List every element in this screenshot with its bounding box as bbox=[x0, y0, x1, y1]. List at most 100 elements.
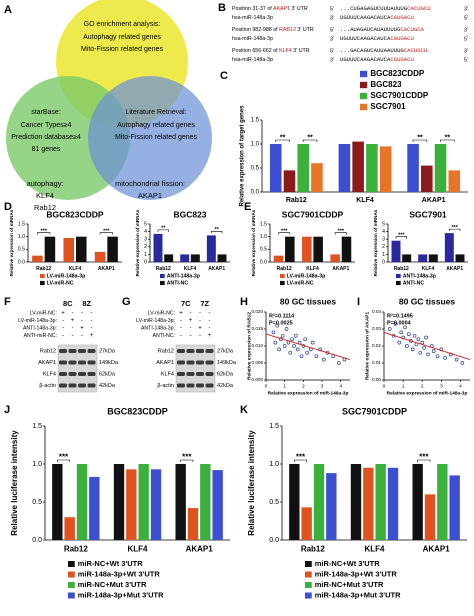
treatment-sign: - bbox=[62, 318, 64, 324]
band bbox=[196, 360, 204, 365]
panel-label: G bbox=[122, 296, 131, 308]
legend-label: ANTI-NC bbox=[167, 280, 189, 286]
legend-label: SGC7901CDDP bbox=[370, 91, 428, 100]
legend-swatch bbox=[68, 561, 75, 567]
treatment-sign: - bbox=[190, 311, 192, 317]
significance: *** bbox=[451, 225, 458, 231]
treatment-sign: - bbox=[81, 311, 83, 317]
set-item: Mito-Fission related genes bbox=[81, 46, 164, 53]
significance: *** bbox=[281, 228, 288, 234]
band-label: β-actin bbox=[39, 383, 56, 389]
y-tick-label: 1 bbox=[382, 252, 385, 258]
y-tick-label: 5 bbox=[144, 221, 147, 227]
bar bbox=[289, 464, 300, 540]
legend-label: ANTI-NC bbox=[403, 280, 425, 286]
x-tick-label: KLF4 bbox=[306, 266, 319, 272]
point bbox=[305, 350, 309, 355]
row-label: hsa-miR-148a-3p bbox=[232, 15, 273, 21]
point bbox=[295, 347, 300, 352]
set-item: 81 genes bbox=[32, 146, 61, 153]
band bbox=[177, 383, 185, 388]
point bbox=[314, 354, 319, 359]
x-tick-label: Rab12 bbox=[156, 266, 171, 272]
treatment-sign: + bbox=[80, 326, 84, 332]
legend-label: LV-miR-148a-3p bbox=[287, 273, 326, 279]
set-item: Prediction database≥4 bbox=[11, 134, 81, 141]
x-tick-label: 4 bbox=[459, 383, 462, 389]
bar bbox=[44, 236, 56, 262]
treatment-label: ANTI-148a-3p: bbox=[141, 325, 175, 331]
bar bbox=[437, 464, 448, 540]
bar bbox=[434, 144, 447, 192]
y-tick-label: 3 bbox=[144, 237, 147, 243]
bar bbox=[428, 254, 438, 262]
y-axis-label: Relative luciferase intensity bbox=[10, 430, 19, 536]
gene-name: KLF4 bbox=[279, 48, 292, 54]
group-label: 7Z bbox=[200, 299, 209, 308]
chart-title: BGC823CDDP bbox=[107, 406, 168, 416]
y-tick-label: 1.0 bbox=[251, 142, 260, 148]
y-tick-label: 0.04 bbox=[372, 309, 381, 314]
band-size: 149kDa bbox=[99, 360, 119, 366]
label-prefix: hsa-miR-148a-3p bbox=[232, 57, 273, 63]
treatment-label: ANTI-miR-NC: bbox=[24, 333, 57, 339]
treatment-sign: + bbox=[71, 318, 75, 324]
bar bbox=[391, 240, 401, 262]
result-title: autophagy: bbox=[26, 179, 63, 188]
label-suffix: 3' UTR bbox=[292, 48, 310, 54]
legend-swatch bbox=[305, 571, 312, 578]
bar bbox=[283, 170, 296, 192]
x-tick-label: AKAP1 bbox=[208, 266, 225, 272]
point bbox=[292, 344, 296, 348]
point bbox=[416, 337, 421, 342]
sequence-part: ...AUAGAUCAUAUUUUG bbox=[340, 26, 401, 33]
treatment-sign: - bbox=[209, 318, 211, 324]
bar bbox=[448, 170, 461, 192]
x-tick-label: KLF4 bbox=[184, 266, 197, 272]
legend-swatch bbox=[360, 92, 368, 100]
panel-label: H bbox=[240, 296, 248, 308]
band-label: KLF4 bbox=[43, 371, 56, 377]
strand-end: 5' bbox=[330, 27, 334, 33]
treatment-sign: - bbox=[199, 333, 201, 339]
set-item: Autophagy related genes bbox=[83, 34, 161, 41]
sequence-part: UGUUUCAAGACAUCA bbox=[340, 35, 391, 42]
legend-swatch bbox=[305, 582, 312, 588]
bar bbox=[338, 144, 351, 192]
y-axis-label: Relative expression of mRNAs bbox=[251, 209, 256, 276]
bar bbox=[64, 517, 75, 540]
set-title: GO enrichment analysis: bbox=[84, 21, 161, 28]
bar bbox=[402, 254, 412, 262]
point bbox=[443, 356, 448, 360]
legend-label: miR-NC+Mut 3'UTR bbox=[315, 580, 384, 589]
band bbox=[68, 383, 77, 388]
point bbox=[288, 350, 293, 355]
bar bbox=[113, 464, 125, 540]
significance: *** bbox=[419, 453, 429, 462]
bar bbox=[107, 236, 118, 262]
legend-label: miR-NC+Mut 3'UTR bbox=[78, 580, 147, 589]
legend-label: LV-miR-148a-3p bbox=[47, 273, 86, 279]
legend-label: miR-148a-3p+Mut 3'UTR bbox=[315, 590, 401, 599]
band-label: Rab12 bbox=[40, 348, 56, 354]
x-tick-label: 0 bbox=[383, 383, 386, 389]
y-axis-label: Relative expression of mRNAs bbox=[373, 209, 378, 276]
panel-label: D bbox=[4, 201, 12, 213]
point bbox=[424, 335, 428, 340]
bar bbox=[273, 255, 284, 262]
result-title: mitochondrial fission: bbox=[115, 179, 185, 188]
set-item: Autophagy related genes bbox=[117, 122, 195, 129]
point bbox=[310, 340, 315, 345]
band-label: AKAP1 bbox=[156, 360, 174, 366]
band-size: 42kDa bbox=[99, 383, 116, 389]
treatment-sign: + bbox=[189, 318, 193, 324]
legend-swatch bbox=[360, 103, 368, 111]
group-label: 8Z bbox=[82, 299, 91, 308]
bar bbox=[444, 233, 454, 262]
significance: ** bbox=[161, 226, 166, 232]
treatment-sign: - bbox=[209, 311, 211, 317]
y-tick-label: 5 bbox=[382, 221, 385, 227]
bar bbox=[269, 144, 282, 192]
treatment-sign: - bbox=[190, 326, 192, 332]
statistic: R²=0.1114 bbox=[269, 312, 295, 319]
